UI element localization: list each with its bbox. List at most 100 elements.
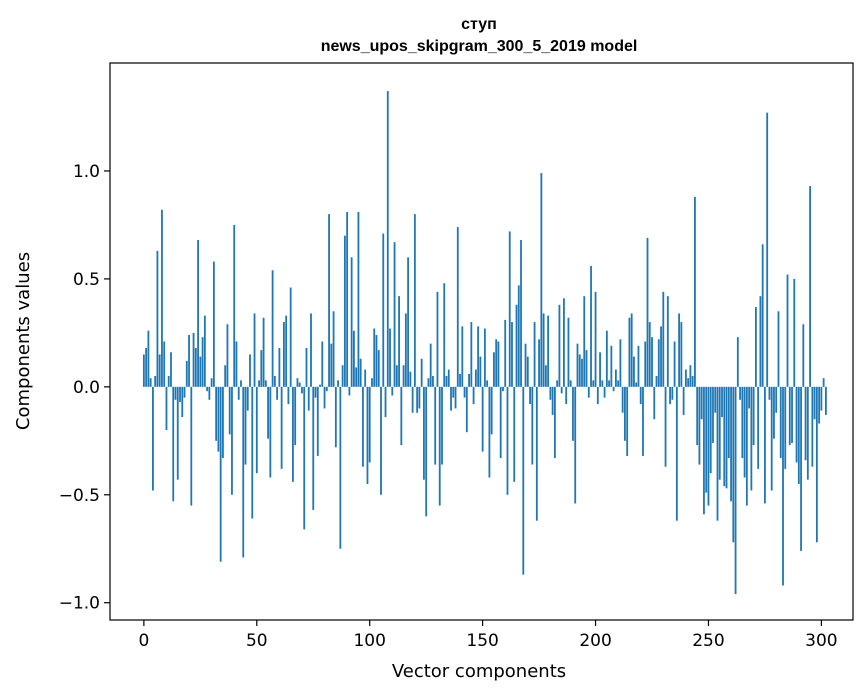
bar-280 [775, 386, 778, 413]
bar-136 [450, 386, 452, 411]
bar-114 [400, 386, 403, 446]
bar-158 [499, 386, 502, 459]
bar-25 [199, 356, 202, 387]
bar-184 [558, 304, 561, 387]
bar-186 [563, 298, 565, 387]
bar-16 [179, 386, 181, 402]
bar-175 [538, 339, 540, 387]
bar-218 [635, 382, 638, 387]
bar-96 [359, 358, 362, 387]
bar-159 [502, 386, 504, 392]
bar-178 [544, 365, 547, 387]
bar-52 [260, 350, 263, 387]
bar-238 [680, 322, 683, 387]
x-tick-label: 50 [246, 631, 268, 651]
bar-103 [375, 335, 378, 387]
x-tick-label: 100 [353, 631, 385, 651]
bar-131 [438, 386, 441, 506]
bar-150 [481, 386, 484, 452]
bar-4 [152, 386, 154, 491]
bar-153 [488, 386, 491, 478]
bar-298 [815, 386, 818, 543]
bar-301 [822, 378, 825, 387]
bar-19 [185, 360, 188, 387]
bar-15 [176, 386, 179, 480]
bar-201 [596, 386, 599, 405]
bar-53 [262, 317, 265, 387]
bar-22 [192, 332, 195, 387]
bar-71 [303, 386, 306, 530]
y-tick-label: 0.0 [73, 378, 100, 398]
bar-36 [224, 365, 227, 387]
bar-107 [384, 386, 387, 418]
bar-45 [244, 386, 247, 465]
bar-272 [757, 386, 760, 469]
bar-162 [508, 231, 511, 387]
bar-60 [278, 347, 281, 387]
bar-246 [698, 386, 701, 465]
bar-270 [752, 386, 755, 446]
bar-1 [145, 347, 148, 387]
bar-220 [639, 386, 642, 405]
bar-185 [560, 386, 563, 394]
bar-282 [779, 386, 782, 459]
bar-161 [506, 386, 509, 495]
bar-92 [350, 257, 353, 387]
bar-236 [675, 386, 678, 521]
bar-120 [413, 214, 416, 387]
bar-264 [739, 386, 741, 400]
bar-80 [323, 386, 326, 409]
bar-279 [773, 386, 775, 439]
bar-234 [671, 386, 674, 400]
bar-59 [276, 386, 279, 400]
bar-291 [800, 386, 802, 551]
bar-138 [454, 386, 457, 409]
bar-101 [371, 378, 373, 387]
bar-series [142, 91, 827, 595]
bar-240 [684, 369, 687, 387]
bar-102 [373, 328, 376, 387]
bar-229 [660, 326, 662, 387]
bar-170 [526, 356, 529, 387]
bar-166 [517, 285, 520, 387]
bar-117 [407, 257, 410, 387]
x-tick-label: 200 [579, 631, 611, 651]
bar-111 [393, 242, 396, 387]
bar-222 [644, 341, 647, 387]
bar-14 [174, 386, 177, 400]
bar-259 [727, 386, 730, 459]
bar-41 [235, 341, 238, 387]
bar-133 [443, 283, 446, 387]
bar-39 [231, 386, 233, 495]
bar-265 [741, 386, 744, 459]
bar-217 [633, 356, 635, 387]
bar-91 [348, 386, 351, 396]
bar-85 [334, 386, 337, 448]
bar-37 [226, 324, 229, 387]
bar-177 [542, 313, 545, 387]
bar-28 [206, 386, 209, 392]
bar-244 [694, 196, 696, 387]
bar-154 [490, 386, 493, 435]
bar-191 [574, 386, 577, 504]
bar-8 [161, 209, 163, 387]
bar-95 [357, 211, 360, 387]
bar-239 [682, 386, 685, 415]
bar-62 [282, 322, 285, 387]
bar-50 [255, 386, 258, 474]
bar-49 [253, 313, 256, 387]
bar-47 [249, 354, 251, 387]
bar-143 [465, 386, 468, 433]
bar-149 [479, 356, 482, 387]
bar-216 [630, 313, 633, 387]
bar-67 [294, 386, 297, 446]
bar-66 [292, 386, 294, 482]
bar-275 [764, 386, 766, 504]
bar-79 [321, 341, 324, 387]
bar-51 [258, 380, 260, 387]
bar-38 [228, 386, 231, 435]
bar-200 [594, 291, 597, 387]
bar-215 [628, 317, 631, 387]
bar-247 [700, 386, 703, 420]
bar-181 [551, 386, 554, 415]
